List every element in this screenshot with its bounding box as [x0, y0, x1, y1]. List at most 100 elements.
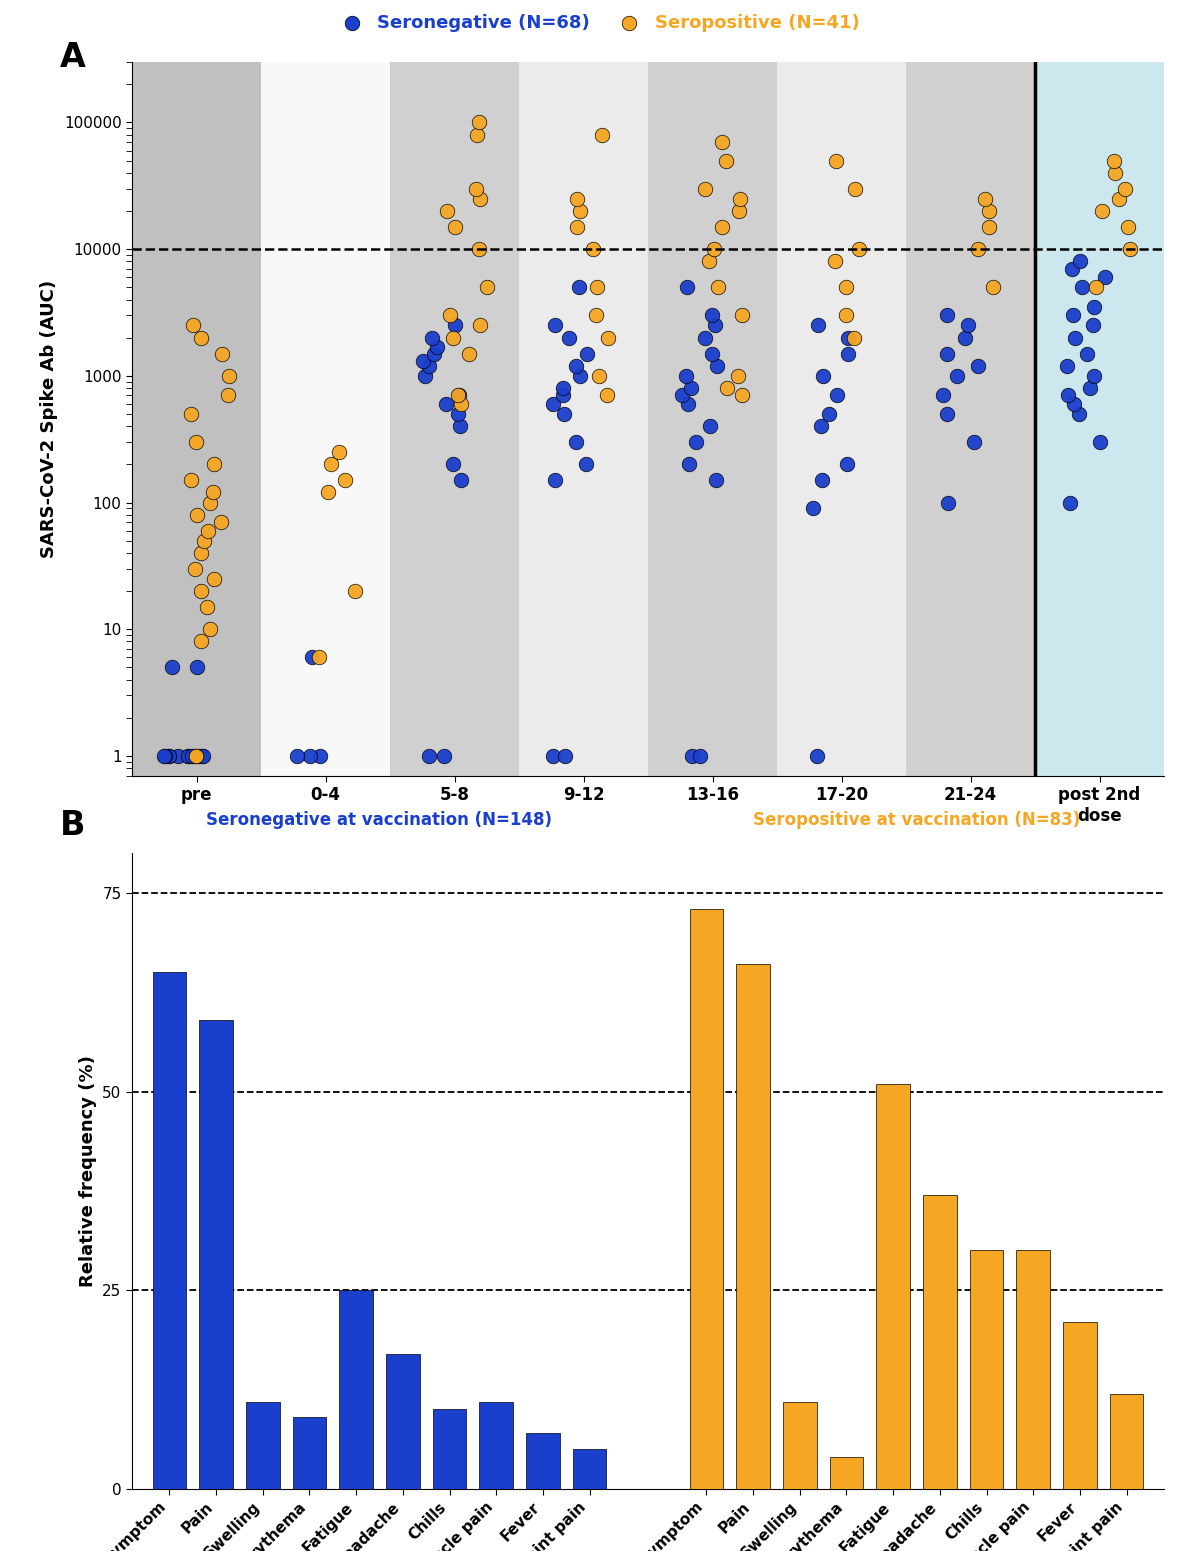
Point — [836, 275, 856, 299]
Point — [194, 529, 214, 554]
Bar — [923, 1194, 956, 1489]
Point — [1073, 275, 1092, 299]
Point — [185, 557, 204, 582]
Point — [1058, 383, 1078, 408]
Point — [182, 743, 202, 768]
Point — [204, 451, 223, 476]
Point — [218, 383, 238, 408]
Point — [469, 110, 488, 135]
Bar — [386, 1354, 420, 1489]
Point — [1060, 490, 1079, 515]
Point — [554, 402, 574, 427]
Point — [452, 391, 472, 416]
Point — [322, 451, 341, 476]
Point — [679, 451, 698, 476]
Point — [1069, 402, 1088, 427]
Point — [193, 743, 212, 768]
Point — [827, 149, 846, 174]
Point — [460, 341, 479, 366]
Point — [713, 130, 732, 155]
Bar — [246, 1402, 280, 1489]
Point — [808, 743, 827, 768]
Point — [1091, 430, 1110, 454]
Point — [449, 402, 468, 427]
Point — [826, 250, 845, 275]
Point — [346, 579, 365, 603]
Point — [732, 302, 751, 327]
Point — [450, 414, 469, 439]
Point — [679, 391, 698, 416]
Point — [467, 177, 486, 202]
Point — [731, 186, 750, 211]
Point — [200, 617, 220, 642]
Point — [1118, 214, 1138, 239]
Point — [1062, 256, 1081, 281]
Point — [686, 430, 706, 454]
Point — [420, 354, 439, 378]
Point — [450, 383, 469, 408]
Bar — [340, 1290, 373, 1489]
Point — [553, 383, 572, 408]
Point — [427, 333, 446, 358]
Point — [570, 275, 589, 299]
Point — [820, 402, 839, 427]
Point — [310, 645, 329, 670]
Point — [814, 363, 833, 388]
Point — [566, 430, 586, 454]
Legend: Seronegative (N=68), Seropositive (N=41): Seronegative (N=68), Seropositive (N=41) — [326, 6, 866, 39]
Point — [845, 326, 864, 351]
Point — [838, 326, 857, 351]
Y-axis label: SARS-CoV-2 Spike Ab (AUC): SARS-CoV-2 Spike Ab (AUC) — [41, 279, 59, 558]
Bar — [970, 1250, 1003, 1489]
Point — [803, 496, 822, 521]
Point — [718, 375, 737, 400]
Point — [449, 383, 468, 408]
Point — [839, 341, 858, 366]
Point — [192, 326, 211, 351]
Point — [187, 743, 206, 768]
Bar — [829, 1458, 863, 1489]
Point — [287, 743, 306, 768]
Point — [445, 214, 464, 239]
Bar — [433, 1410, 467, 1489]
Bar — [199, 1021, 233, 1489]
Point — [413, 349, 432, 374]
Point — [672, 383, 691, 408]
Point — [690, 743, 709, 768]
Point — [1096, 265, 1115, 290]
Point — [191, 540, 210, 565]
Point — [556, 743, 575, 768]
Point — [713, 214, 732, 239]
Point — [732, 383, 751, 408]
Bar — [262, 62, 390, 776]
Bar — [906, 62, 1034, 776]
Point — [1093, 199, 1112, 223]
Text: A: A — [60, 40, 85, 73]
Point — [302, 645, 322, 670]
Point — [811, 414, 830, 439]
Point — [696, 177, 715, 202]
Point — [809, 313, 828, 338]
Point — [937, 402, 956, 427]
Point — [436, 391, 455, 416]
Point — [178, 743, 197, 768]
Bar — [876, 1084, 910, 1489]
Point — [204, 481, 223, 506]
Text: B: B — [60, 808, 85, 842]
Point — [566, 354, 586, 378]
Bar — [782, 1402, 816, 1489]
Point — [319, 481, 338, 506]
Point — [443, 326, 462, 351]
Point — [451, 468, 470, 493]
Point — [707, 468, 726, 493]
Y-axis label: Relative frequency (%): Relative frequency (%) — [79, 1055, 97, 1287]
Point — [959, 313, 978, 338]
Point — [545, 313, 564, 338]
Point — [701, 414, 720, 439]
Point — [682, 375, 701, 400]
Point — [1082, 313, 1102, 338]
Point — [162, 655, 181, 679]
Point — [204, 566, 223, 591]
Point — [598, 383, 617, 408]
Point — [200, 490, 220, 515]
